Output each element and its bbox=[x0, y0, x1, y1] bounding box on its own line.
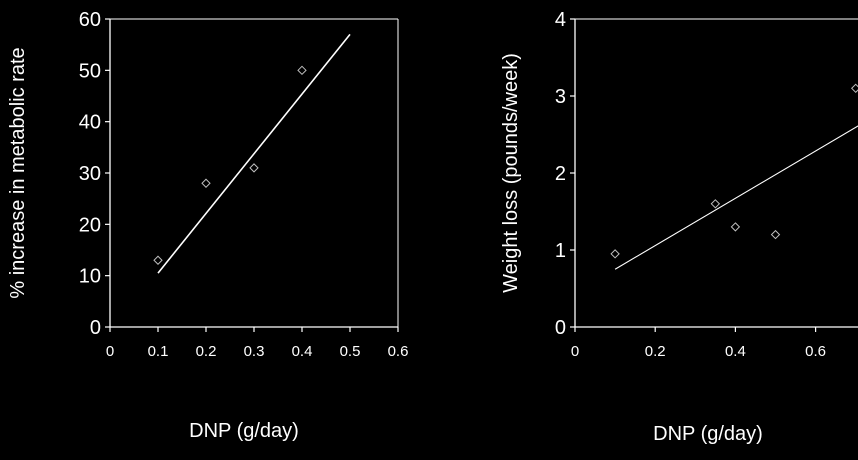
data-point bbox=[770, 229, 781, 240]
trend-line bbox=[157, 33, 351, 274]
x-tick-label: 0 bbox=[571, 343, 579, 360]
y-tick-label: 10 bbox=[79, 266, 101, 288]
data-point bbox=[850, 83, 858, 94]
y-tick-label: 0 bbox=[555, 317, 566, 339]
x-tick-label: 0.1 bbox=[148, 343, 169, 360]
y-tick-label: 50 bbox=[79, 60, 101, 82]
y-tick-label: 2 bbox=[555, 163, 566, 185]
y-tick-label: 30 bbox=[79, 163, 101, 185]
y-axis-label: % increase in metabolic rate bbox=[7, 47, 29, 298]
x-tick-label: 0.4 bbox=[725, 343, 746, 360]
x-axis-label: DNP (g/day) bbox=[653, 423, 763, 445]
y-tick-label: 1 bbox=[555, 240, 566, 262]
y-tick-label: 60 bbox=[79, 9, 101, 31]
data-point bbox=[730, 222, 741, 232]
data-point bbox=[710, 199, 721, 209]
y-tick-label: 4 bbox=[555, 9, 566, 31]
data-point bbox=[297, 65, 307, 76]
y-axis-label: Weight loss (pounds/week) bbox=[500, 53, 522, 293]
x-tick-label: 0.5 bbox=[340, 343, 361, 360]
y-tick-label: 0 bbox=[90, 317, 101, 339]
trend-line bbox=[614, 125, 858, 270]
data-point bbox=[249, 163, 259, 173]
data-point bbox=[153, 255, 163, 265]
x-tick-label: 0.4 bbox=[292, 343, 313, 360]
x-tick-label: 0.6 bbox=[805, 343, 826, 360]
x-tick-label: 0.2 bbox=[196, 343, 217, 360]
data-point bbox=[610, 249, 620, 259]
x-tick-label: 0.6 bbox=[388, 343, 409, 360]
x-tick-label: 0.2 bbox=[645, 343, 666, 360]
x-tick-label: 0 bbox=[106, 343, 114, 360]
y-tick-label: 40 bbox=[79, 112, 101, 134]
x-axis-label: DNP (g/day) bbox=[189, 420, 299, 442]
y-tick-label: 20 bbox=[79, 214, 101, 236]
chart-panel-1: 0 10 20 30 40 50 60 0 0.1 0.2 0.3 0.4 0.5 0.6 % increa… bbox=[7, 9, 408, 442]
x-tick-label: 0.3 bbox=[244, 343, 265, 360]
data-point bbox=[201, 178, 211, 188]
y-tick-label: 3 bbox=[555, 86, 566, 108]
